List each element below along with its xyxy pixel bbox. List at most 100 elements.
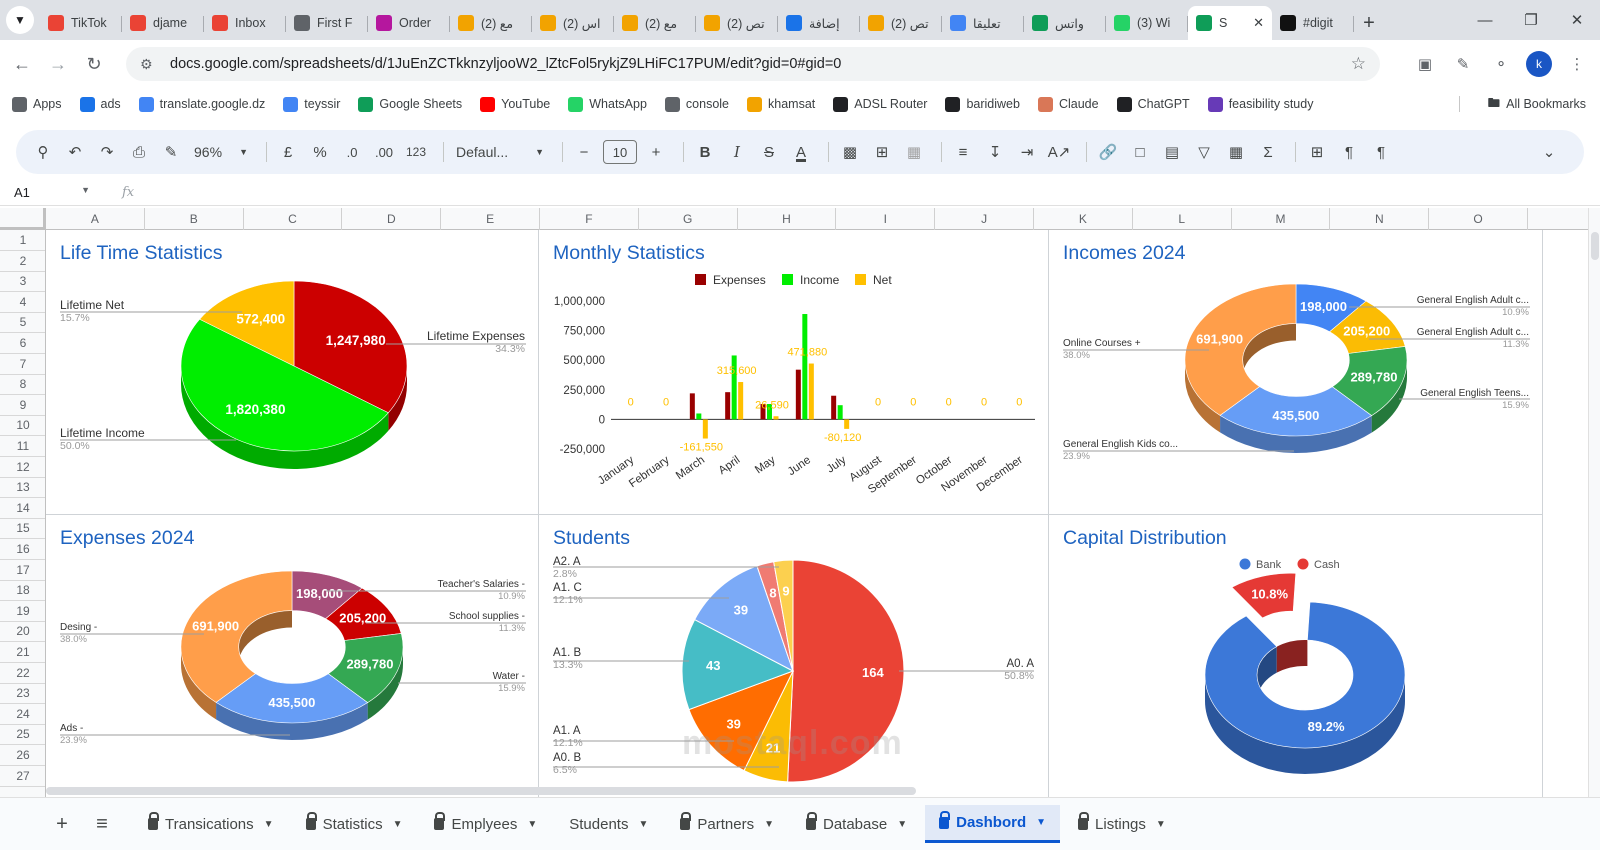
row-header[interactable]: 24 bbox=[0, 704, 45, 725]
site-info-icon[interactable]: ⚙ bbox=[140, 55, 153, 72]
pie-slice[interactable] bbox=[688, 670, 795, 772]
code-extension-icon[interactable]: ▣ bbox=[1417, 56, 1433, 73]
column-header[interactable]: F bbox=[540, 208, 639, 230]
chart-lifetime-statistics[interactable]: Life Time Statistics 1,247,980 1,820,380 5… bbox=[46, 230, 539, 515]
merge-cells-icon[interactable]: ▦ bbox=[906, 144, 922, 161]
browser-tab[interactable]: Inbox bbox=[204, 6, 286, 40]
pie-slice-side[interactable] bbox=[181, 366, 389, 469]
name-box[interactable]: A1 ▼ bbox=[0, 185, 100, 200]
bookmark-item[interactable]: Google Sheets bbox=[358, 96, 462, 112]
filter-views-icon[interactable]: ▦ bbox=[1228, 144, 1244, 161]
strikethrough-icon[interactable]: S bbox=[763, 143, 774, 161]
row-header[interactable]: 15 bbox=[0, 518, 45, 540]
column-header[interactable]: G bbox=[639, 208, 738, 230]
column-header[interactable]: J bbox=[935, 208, 1034, 230]
borders-icon[interactable]: ⊞ bbox=[875, 144, 889, 161]
pie-slice[interactable] bbox=[215, 673, 369, 724]
sheet-tab[interactable]: Dashbord ▼ bbox=[925, 805, 1061, 843]
pie-slice[interactable] bbox=[1204, 601, 1406, 749]
restore-icon[interactable]: ❐ bbox=[1524, 12, 1538, 29]
pie-slice-side[interactable] bbox=[1205, 675, 1405, 774]
browser-tab[interactable]: First F bbox=[286, 6, 368, 40]
pie-slice[interactable] bbox=[681, 618, 795, 711]
row-header[interactable]: 14 bbox=[0, 498, 45, 519]
browser-tab[interactable]: واتس bbox=[1024, 6, 1106, 40]
avatar[interactable]: k bbox=[1526, 51, 1552, 77]
browser-tab[interactable]: #digit bbox=[1272, 6, 1354, 40]
url-bar[interactable]: ⚙ docs.google.com/spreadsheets/d/1JuEnZC… bbox=[126, 47, 1380, 81]
search-menus-icon[interactable]: ⚲ bbox=[37, 144, 49, 161]
zoom-select[interactable]: 96% ▼ bbox=[190, 138, 252, 166]
bar[interactable] bbox=[808, 363, 814, 420]
column-header[interactable]: O bbox=[1429, 208, 1528, 230]
redo-icon[interactable]: ↷ bbox=[100, 144, 114, 161]
row-header[interactable]: 27 bbox=[0, 766, 45, 787]
browser-tab[interactable]: TikTok bbox=[40, 6, 122, 40]
currency-format-button[interactable]: £ bbox=[283, 143, 293, 161]
bookmark-item[interactable]: console bbox=[664, 96, 729, 112]
bar[interactable] bbox=[689, 393, 695, 420]
bar[interactable] bbox=[760, 404, 766, 420]
browser-tab[interactable]: إضافة bbox=[778, 6, 860, 40]
row-header[interactable]: 26 bbox=[0, 745, 45, 766]
sheet-tab[interactable]: Students ▼ bbox=[555, 805, 662, 843]
all-sheets-button[interactable]: ≡ bbox=[96, 812, 108, 835]
minimize-icon[interactable]: — bbox=[1477, 11, 1493, 29]
row-header[interactable]: 21 bbox=[0, 642, 45, 663]
bar[interactable] bbox=[844, 419, 850, 429]
browser-tab[interactable]: (2) اس bbox=[532, 6, 614, 40]
browser-tab[interactable]: تعليقا bbox=[942, 6, 1024, 40]
bar[interactable] bbox=[738, 382, 744, 420]
vertical-scrollbar[interactable] bbox=[1588, 208, 1600, 797]
select-all-corner[interactable] bbox=[0, 208, 46, 230]
bookmark-item[interactable]: teyssir bbox=[283, 96, 340, 112]
column-header[interactable]: H bbox=[738, 208, 837, 230]
horizontal-align-icon[interactable]: ≡ bbox=[958, 143, 968, 161]
browser-tab[interactable]: djame bbox=[122, 6, 204, 40]
more-formats-button[interactable]: 123 bbox=[405, 145, 427, 159]
column-header[interactable]: I bbox=[836, 208, 936, 230]
table-icon[interactable]: ⊞ bbox=[1310, 144, 1324, 161]
insert-chart-icon[interactable]: ▤ bbox=[1164, 144, 1180, 161]
bold-icon[interactable]: B bbox=[699, 143, 711, 161]
close-window-icon[interactable]: ✕ bbox=[1570, 12, 1584, 29]
vertical-align-icon[interactable]: ↧ bbox=[988, 144, 1002, 161]
text-rotation-icon[interactable]: A↗ bbox=[1047, 144, 1071, 161]
print-icon[interactable]: ⎙ bbox=[132, 143, 145, 161]
chart-monthly-statistics[interactable]: Monthly Statistics Expenses Income Net 1,00… bbox=[539, 230, 1049, 515]
column-header[interactable]: A bbox=[46, 208, 145, 230]
formula-input[interactable] bbox=[148, 183, 1600, 203]
collapse-toolbar-icon[interactable]: ⌄ bbox=[1542, 144, 1556, 161]
increase-font-size-icon[interactable]: + bbox=[651, 143, 661, 161]
horizontal-scrollbar[interactable] bbox=[46, 785, 1588, 797]
rtl-icon[interactable]: ¶ bbox=[1376, 143, 1386, 161]
column-header[interactable]: E bbox=[441, 208, 540, 230]
pie-slice-side[interactable] bbox=[1371, 360, 1407, 433]
row-header[interactable]: 3 bbox=[0, 271, 45, 293]
chart-incomes-2024[interactable]: Incomes 2024 198,000 205,200 289,780 435,50… bbox=[1049, 230, 1543, 515]
row-header[interactable]: 17 bbox=[0, 560, 45, 581]
chevron-down-icon[interactable]: ▼ bbox=[638, 818, 649, 830]
sheet-tab[interactable]: Listings ▼ bbox=[1064, 805, 1180, 843]
bookmark-item[interactable]: baridiweb bbox=[945, 96, 1020, 112]
pie-slice[interactable] bbox=[1184, 283, 1297, 416]
text-wrapping-icon[interactable]: ⇥ bbox=[1020, 144, 1034, 161]
chevron-down-icon[interactable]: ▼ bbox=[392, 818, 403, 830]
column-header[interactable]: B bbox=[145, 208, 244, 230]
pie-slice-side[interactable] bbox=[1220, 415, 1372, 453]
chevron-down-icon[interactable]: ▼ bbox=[1036, 817, 1047, 828]
bar[interactable] bbox=[731, 355, 737, 420]
sheet-tab[interactable]: Database ▼ bbox=[792, 805, 921, 843]
add-sheet-button[interactable]: + bbox=[56, 812, 68, 835]
row-header[interactable]: 23 bbox=[0, 683, 45, 705]
chevron-down-icon[interactable]: ▼ bbox=[527, 818, 538, 830]
row-header[interactable]: 9 bbox=[0, 395, 45, 416]
ltr-icon[interactable]: ¶ bbox=[1344, 143, 1354, 161]
row-header[interactable]: 22 bbox=[0, 663, 45, 684]
bar[interactable] bbox=[725, 392, 731, 420]
close-tab-icon[interactable]: ✕ bbox=[1253, 15, 1264, 30]
row-header[interactable]: 20 bbox=[0, 621, 45, 643]
all-bookmarks-button[interactable]: 🖿 All Bookmarks bbox=[1488, 94, 1586, 115]
functions-icon[interactable]: Σ bbox=[1263, 143, 1273, 161]
bar[interactable] bbox=[831, 395, 837, 420]
